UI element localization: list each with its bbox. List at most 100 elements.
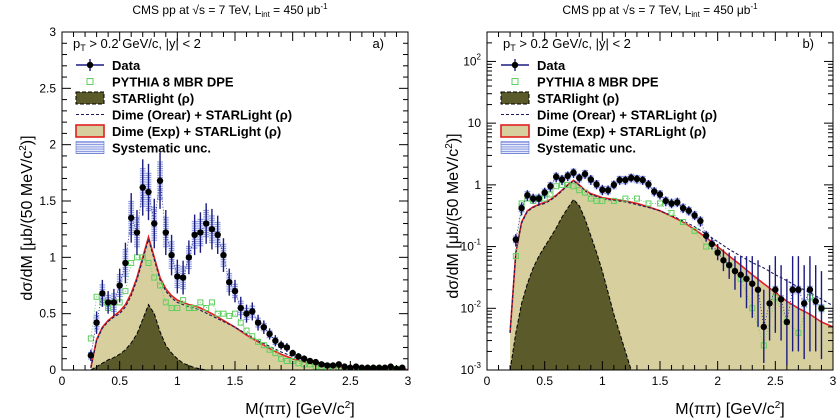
panel-a-pythia-point xyxy=(278,355,285,362)
panel-a-data-point xyxy=(116,282,123,289)
panel-a-pythia-point xyxy=(214,310,221,317)
panel-a-legend-pythia-marker xyxy=(86,78,94,85)
panel-a-plot-area: 0 0.5 1 1.5 2 2.5 3 0 0.5 1 1.5 2 2.5 3 xyxy=(39,25,411,388)
panel-b-data-point xyxy=(633,175,641,183)
panel-b-legend-pythia-marker xyxy=(511,78,519,85)
panel-b-data-point xyxy=(697,217,704,225)
panel-a-y-tick-label: 1 xyxy=(49,250,56,264)
panel-a-y-axis-label: dσ/dM [μb/(50 MeV/c2)] xyxy=(18,135,36,300)
panel-b-x-tick-label: 2.5 xyxy=(767,374,784,388)
panel-a-pythia-point xyxy=(255,338,262,345)
panel-a-data-point xyxy=(139,184,146,191)
panel-a-x-tick-label: 2.5 xyxy=(342,374,359,388)
panel-a-data-point xyxy=(99,290,106,297)
panel-a-data-point xyxy=(318,361,325,368)
panel-a-pythia-point xyxy=(128,259,135,266)
panel-a-y-tick-label: 2 xyxy=(49,138,56,152)
panel-b-header: CMS pp at √s = 7 TeV, Lint = 450 μb-1 xyxy=(562,2,758,19)
panel-a-pythia-point xyxy=(168,305,175,312)
panel-b-pythia-point xyxy=(633,195,640,202)
panel-b-legend-orear-label: Dime (Orear) + STARLight (ρ) xyxy=(537,108,717,123)
panel-a-data-point xyxy=(312,358,319,366)
panel-a-data-point xyxy=(295,353,302,360)
panel-a-y-tick-label: 0 xyxy=(49,363,56,377)
panel-b-x-tick-label: 1.5 xyxy=(652,374,669,388)
panel-b-data-point xyxy=(800,300,808,307)
panel-a-data-point xyxy=(179,274,187,281)
panel-a-data-point xyxy=(208,225,216,233)
panel-b-data-point xyxy=(754,286,762,293)
panel-b-data-point xyxy=(553,173,560,181)
panel-a-data-point xyxy=(341,363,348,370)
panel-a-data-point xyxy=(122,259,129,267)
panel-b-data-point xyxy=(691,212,698,219)
panel-b-pythia-point xyxy=(622,195,629,202)
panel-a-pythia-point xyxy=(237,319,244,326)
panel-b-pythia-point xyxy=(587,195,594,202)
panel-a-cuts-label: pT > 0.2 GeV/c, |y| < 2 xyxy=(73,36,201,53)
panel-a-legend-syst-box xyxy=(75,141,105,154)
panel-a-data-point xyxy=(352,363,360,370)
panel-b-data-point xyxy=(743,275,750,283)
panel-a-x-tick-label: 2 xyxy=(289,374,296,388)
panel-b-data-point xyxy=(570,169,577,176)
panel-a-pythia-point xyxy=(87,335,94,342)
panel-a-pythia-point xyxy=(249,333,256,340)
panel-a-data-point xyxy=(301,355,308,362)
panel-b-legend-exp-swatch xyxy=(500,124,530,138)
panel-b-data-point xyxy=(541,189,548,196)
panel-b-legend-syst-swatch xyxy=(500,141,530,154)
panel-b-data-point xyxy=(581,170,589,178)
panel-b-x-tick-label: 0.5 xyxy=(536,374,553,388)
panel-a-pythia-point xyxy=(283,357,290,364)
panel-a-data-point xyxy=(87,352,95,359)
panel-a-data-point xyxy=(364,364,371,370)
panel-b-starlight-area xyxy=(509,198,632,370)
panel-a-data-point xyxy=(197,229,204,236)
panel-b-y-tick-label: 10-2 xyxy=(461,299,482,315)
panel-a-pythia-point xyxy=(272,350,279,357)
panel-a-x-tick-label: 0.5 xyxy=(111,374,128,388)
panel-a-pythia-point xyxy=(226,312,233,319)
panel-b-pythia-point xyxy=(691,227,698,234)
panel-b-dime-exp-line xyxy=(509,179,833,333)
panel-b-data-point xyxy=(524,192,531,199)
panel-a-data-point xyxy=(168,251,175,259)
panel-b-pythia-point xyxy=(564,181,571,188)
panel-b-data-point xyxy=(708,240,716,248)
panel-a-data-point xyxy=(283,344,291,351)
panel-b-data-point xyxy=(783,318,791,326)
panel-b-data-point xyxy=(518,204,525,212)
panel-b-y-tick-label: 102 xyxy=(463,52,481,68)
panel-b-pythia-point xyxy=(657,200,663,207)
panel-a-pythia-point xyxy=(208,299,215,306)
panel-a-data-point xyxy=(151,220,158,227)
panel-b-data-point xyxy=(731,267,739,275)
panel-b-data-point xyxy=(622,176,629,184)
panel-a-legend-starlight-swatch xyxy=(75,91,105,105)
panel-a-legend-pythia-label: PYTHIA 8 MBR DPE xyxy=(112,75,234,90)
panel-a-pythia-point xyxy=(197,299,204,306)
panel-a-legend-syst-swatch xyxy=(75,141,105,154)
panel-b-data-point xyxy=(772,286,779,293)
panel-a-legend-exp-swatch xyxy=(75,124,105,138)
panel-b-data-point xyxy=(720,257,727,264)
panel-a-pythia-point xyxy=(93,293,100,300)
panel-b-y-tick-exp: 2 xyxy=(477,52,482,61)
panel-a-data-point xyxy=(214,231,221,238)
panel-b-data-point xyxy=(674,199,681,206)
panel-b-y-tick-base: 10 xyxy=(461,363,475,377)
panel-a-legend-exp-label: Dime (Exp) + STARLight (ρ) xyxy=(112,124,281,139)
panel-a-data-point xyxy=(174,273,181,280)
panel-a-x-axis-label: M(ππ) [GeV/c2] xyxy=(245,400,354,418)
panel-b-x-tick-label: 3 xyxy=(830,374,837,388)
panel-b-x-axis-label: M(ππ) [GeV/c2] xyxy=(675,400,784,418)
panel-b-pythia-point xyxy=(512,253,519,260)
panel-b-y-tick-base: 10 xyxy=(468,116,482,130)
panel-b-data-point xyxy=(777,296,785,303)
panel-b-x-tick-label: 2 xyxy=(714,374,721,388)
panel-b-data-point xyxy=(610,181,618,189)
panel-a-data-point xyxy=(266,330,273,338)
